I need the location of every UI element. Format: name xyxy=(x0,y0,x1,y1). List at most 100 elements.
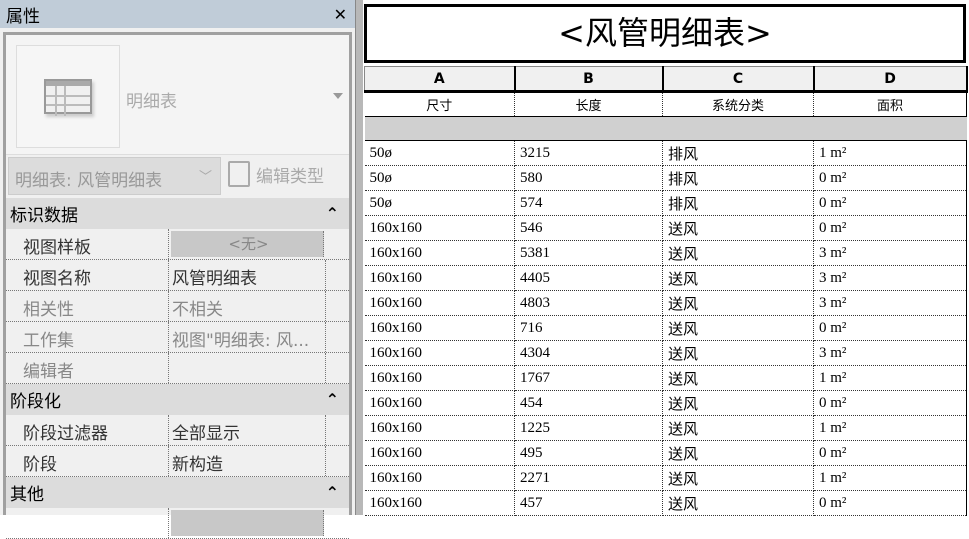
property-value[interactable] xyxy=(171,510,324,536)
table-row[interactable]: 50ø 580 排风 0 m² xyxy=(364,165,967,191)
table-cell[interactable]: 0 m² xyxy=(813,215,967,241)
collapse-icon[interactable]: ⌃ xyxy=(325,204,339,223)
column-letter[interactable]: C xyxy=(662,66,815,93)
table-row[interactable]: 160x160 546 送风 0 m² xyxy=(364,215,967,241)
section-header[interactable]: 阶段化 ⌃ xyxy=(6,384,349,415)
table-cell[interactable]: 50ø xyxy=(364,140,515,166)
table-cell[interactable]: 0 m² xyxy=(813,390,967,416)
table-cell[interactable]: 4803 xyxy=(514,290,663,316)
table-cell[interactable]: 送风 xyxy=(662,440,814,466)
table-cell[interactable]: 160x160 xyxy=(364,415,515,441)
panel-splitter[interactable] xyxy=(355,0,363,515)
table-cell[interactable]: 0 m² xyxy=(813,190,967,216)
table-cell[interactable]: 0 m² xyxy=(813,490,967,516)
instance-selector[interactable]: 明细表: 风管明细表 ﹀ xyxy=(8,157,221,195)
property-value[interactable] xyxy=(169,353,326,383)
table-cell[interactable]: 495 xyxy=(514,440,663,466)
table-cell[interactable]: 1767 xyxy=(514,365,663,391)
table-cell[interactable]: 1 m² xyxy=(813,365,967,391)
table-cell[interactable]: 2271 xyxy=(514,465,663,491)
table-row[interactable]: 160x160 457 送风 0 m² xyxy=(364,490,967,516)
table-cell[interactable]: 50ø xyxy=(364,165,515,191)
table-row[interactable]: 160x160 454 送风 0 m² xyxy=(364,390,967,416)
table-cell[interactable]: 1 m² xyxy=(813,140,967,166)
table-cell[interactable]: 454 xyxy=(514,390,663,416)
table-cell[interactable]: 0 m² xyxy=(813,440,967,466)
table-cell[interactable]: 5381 xyxy=(514,240,663,266)
property-value[interactable]: 风管明细表 xyxy=(169,260,326,290)
column-letter[interactable]: B xyxy=(514,66,664,93)
table-cell[interactable]: 3215 xyxy=(514,140,663,166)
close-icon[interactable]: ✕ xyxy=(333,4,347,24)
dropdown-arrow-icon[interactable] xyxy=(333,93,343,99)
table-cell[interactable]: 送风 xyxy=(662,390,814,416)
type-selector-preview[interactable]: 明细表 xyxy=(6,35,349,155)
table-cell[interactable]: 457 xyxy=(514,490,663,516)
table-row[interactable]: 160x160 1767 送风 1 m² xyxy=(364,365,967,391)
table-row[interactable]: 160x160 4803 送风 3 m² xyxy=(364,290,967,316)
table-cell[interactable]: 160x160 xyxy=(364,390,515,416)
table-cell[interactable]: 160x160 xyxy=(364,315,515,341)
table-row[interactable]: 160x160 495 送风 0 m² xyxy=(364,440,967,466)
column-letter[interactable]: D xyxy=(813,66,968,93)
table-row[interactable]: 160x160 1225 送风 1 m² xyxy=(364,415,967,441)
table-cell[interactable]: 160x160 xyxy=(364,440,515,466)
table-cell[interactable]: 3 m² xyxy=(813,240,967,266)
table-cell[interactable]: 580 xyxy=(514,165,663,191)
table-row[interactable]: 50ø 3215 排风 1 m² xyxy=(364,140,967,166)
table-cell[interactable]: 送风 xyxy=(662,365,814,391)
table-cell[interactable]: 送风 xyxy=(662,265,814,291)
table-cell[interactable]: 4405 xyxy=(514,265,663,291)
table-cell[interactable]: 送风 xyxy=(662,415,814,441)
table-cell[interactable]: 3 m² xyxy=(813,340,967,366)
table-cell[interactable]: 送风 xyxy=(662,340,814,366)
table-cell[interactable]: 160x160 xyxy=(364,465,515,491)
table-cell[interactable]: 送风 xyxy=(662,215,814,241)
table-cell[interactable]: 送风 xyxy=(662,315,814,341)
table-cell[interactable]: 1 m² xyxy=(813,465,967,491)
table-cell[interactable]: 1225 xyxy=(514,415,663,441)
table-cell[interactable]: 574 xyxy=(514,190,663,216)
table-cell[interactable]: 送风 xyxy=(662,465,814,491)
edit-type-button[interactable]: 编辑类型 xyxy=(228,161,324,187)
table-cell[interactable]: 送风 xyxy=(662,240,814,266)
table-cell[interactable]: 546 xyxy=(514,215,663,241)
table-cell[interactable]: 排风 xyxy=(662,140,814,166)
collapse-icon[interactable]: ⌃ xyxy=(325,483,339,502)
table-row[interactable]: 160x160 4304 送风 3 m² xyxy=(364,340,967,366)
column-header[interactable]: 长度 xyxy=(514,91,663,117)
table-cell[interactable]: 排风 xyxy=(662,165,814,191)
table-row[interactable]: 160x160 2271 送风 1 m² xyxy=(364,465,967,491)
table-cell[interactable]: 3 m² xyxy=(813,290,967,316)
table-row[interactable]: 50ø 574 排风 0 m² xyxy=(364,190,967,216)
table-cell[interactable]: 0 m² xyxy=(813,165,967,191)
table-cell[interactable]: 1 m² xyxy=(813,415,967,441)
table-cell[interactable]: 160x160 xyxy=(364,215,515,241)
section-header[interactable]: 标识数据 ⌃ xyxy=(6,198,349,229)
table-cell[interactable]: 160x160 xyxy=(364,240,515,266)
table-cell[interactable]: 0 m² xyxy=(813,315,967,341)
table-cell[interactable]: 4304 xyxy=(514,340,663,366)
table-row[interactable]: 160x160 4405 送风 3 m² xyxy=(364,265,967,291)
column-header[interactable]: 系统分类 xyxy=(662,91,814,117)
column-header[interactable]: 面积 xyxy=(813,91,967,117)
table-cell[interactable]: 送风 xyxy=(662,490,814,516)
property-value[interactable]: 全部显示 xyxy=(169,415,326,445)
table-row[interactable]: 160x160 716 送风 0 m² xyxy=(364,315,967,341)
table-cell[interactable]: 160x160 xyxy=(364,290,515,316)
table-cell[interactable]: 160x160 xyxy=(364,340,515,366)
table-cell[interactable]: 160x160 xyxy=(364,365,515,391)
property-value[interactable]: 不相关 xyxy=(169,291,326,321)
table-row[interactable]: 160x160 5381 送风 3 m² xyxy=(364,240,967,266)
property-value[interactable]: 新构造 xyxy=(169,446,326,476)
column-letter[interactable]: A xyxy=(364,66,516,93)
table-cell[interactable]: 50ø xyxy=(364,190,515,216)
table-cell[interactable]: 716 xyxy=(514,315,663,341)
column-header[interactable]: 尺寸 xyxy=(364,91,515,117)
collapse-icon[interactable]: ⌃ xyxy=(325,390,339,409)
table-cell[interactable]: 160x160 xyxy=(364,490,515,516)
table-cell[interactable]: 排风 xyxy=(662,190,814,216)
table-cell[interactable]: 3 m² xyxy=(813,265,967,291)
table-cell[interactable]: 160x160 xyxy=(364,265,515,291)
section-header[interactable]: 其他 ⌃ xyxy=(6,477,349,508)
